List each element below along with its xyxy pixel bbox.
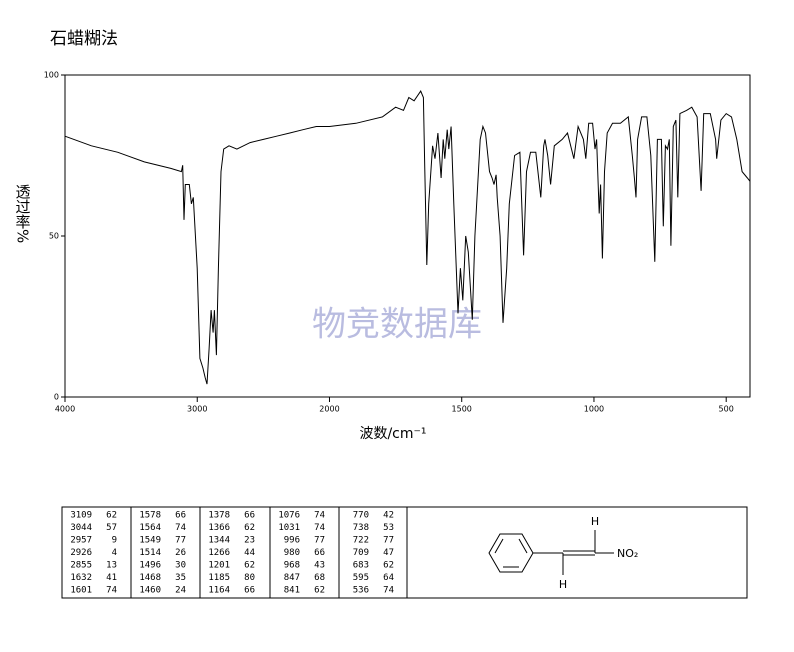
peak-transmittance: 80 xyxy=(244,573,255,583)
peak-wavenumber: 1460 xyxy=(139,586,161,596)
peak-transmittance: 77 xyxy=(314,536,325,546)
peak-wavenumber: 1514 xyxy=(139,548,161,558)
peak-wavenumber: 1185 xyxy=(208,573,230,583)
peak-wavenumber: 595 xyxy=(353,573,369,583)
peak-transmittance: 47 xyxy=(383,548,394,558)
peak-wavenumber: 968 xyxy=(284,561,300,571)
y-axis-label: 透过率% xyxy=(14,184,32,243)
peak-wavenumber: 1201 xyxy=(208,561,230,571)
peak-wavenumber: 1468 xyxy=(139,573,161,583)
peak-wavenumber: 1266 xyxy=(208,548,230,558)
peak-transmittance: 13 xyxy=(106,561,117,571)
peak-transmittance: 57 xyxy=(106,523,117,533)
peak-wavenumber: 1344 xyxy=(208,536,230,546)
y-tick-label: 50 xyxy=(49,232,59,241)
peak-transmittance: 24 xyxy=(175,586,186,596)
peak-transmittance: 53 xyxy=(383,523,394,533)
peak-transmittance: 62 xyxy=(244,523,255,533)
x-tick-label: 4000 xyxy=(55,405,75,414)
peak-transmittance: 44 xyxy=(244,548,255,558)
x-tick-label: 1500 xyxy=(452,405,472,414)
peak-transmittance: 42 xyxy=(383,511,394,521)
peak-transmittance: 77 xyxy=(383,536,394,546)
peak-transmittance: 62 xyxy=(106,511,117,521)
x-axis-label: 波数/cm⁻¹ xyxy=(359,426,426,442)
peak-transmittance: 74 xyxy=(383,586,394,596)
peak-transmittance: 74 xyxy=(314,511,325,521)
peak-transmittance: 74 xyxy=(175,523,186,533)
peak-wavenumber: 770 xyxy=(353,511,369,521)
peak-transmittance: 66 xyxy=(244,511,255,521)
x-tick-label: 3000 xyxy=(187,405,207,414)
peak-transmittance: 9 xyxy=(112,536,117,546)
peak-wavenumber: 1564 xyxy=(139,523,161,533)
watermark: 物竞数据库 xyxy=(312,305,482,345)
peak-transmittance: 4 xyxy=(112,548,117,558)
x-tick-label: 1000 xyxy=(584,405,604,414)
peak-wavenumber: 1378 xyxy=(208,511,230,521)
peak-wavenumber: 996 xyxy=(284,536,300,546)
peak-wavenumber: 1601 xyxy=(70,586,92,596)
peak-wavenumber: 1578 xyxy=(139,511,161,521)
atom-label: H xyxy=(559,578,567,591)
peak-wavenumber: 1366 xyxy=(208,523,230,533)
benzene-ring xyxy=(488,533,534,573)
peak-transmittance: 77 xyxy=(175,536,186,546)
peak-transmittance: 62 xyxy=(314,586,325,596)
peak-wavenumber: 1164 xyxy=(208,586,230,596)
peak-transmittance: 35 xyxy=(175,573,186,583)
peak-wavenumber: 709 xyxy=(353,548,369,558)
peak-wavenumber: 1076 xyxy=(278,511,300,521)
peak-wavenumber: 841 xyxy=(284,586,300,596)
x-tick-label: 2000 xyxy=(319,405,339,414)
peak-wavenumber: 683 xyxy=(353,561,369,571)
peak-transmittance: 64 xyxy=(383,573,394,583)
chart-title: 石蜡糊法 xyxy=(50,29,118,48)
peak-transmittance: 23 xyxy=(244,536,255,546)
peak-wavenumber: 1549 xyxy=(139,536,161,546)
atom-label: H xyxy=(591,515,599,528)
y-tick-label: 100 xyxy=(44,71,59,80)
peak-wavenumber: 1031 xyxy=(278,523,300,533)
peak-wavenumber: 980 xyxy=(284,548,300,558)
peak-wavenumber: 738 xyxy=(353,523,369,533)
spectrum-line xyxy=(64,90,751,385)
peak-wavenumber: 1632 xyxy=(70,573,92,583)
x-tick-label: 500 xyxy=(719,405,734,414)
structure xyxy=(488,530,614,575)
peak-transmittance: 26 xyxy=(175,548,186,558)
peak-wavenumber: 847 xyxy=(284,573,300,583)
peak-wavenumber: 1496 xyxy=(139,561,161,571)
peak-transmittance: 30 xyxy=(175,561,186,571)
peak-transmittance: 62 xyxy=(244,561,255,571)
peak-wavenumber: 536 xyxy=(353,586,369,596)
peak-transmittance: 41 xyxy=(106,573,117,583)
peak-transmittance: 66 xyxy=(175,511,186,521)
peak-wavenumber: 3109 xyxy=(70,511,92,521)
group-label: NO₂ xyxy=(617,547,638,560)
peak-transmittance: 62 xyxy=(383,561,394,571)
peak-wavenumber: 2957 xyxy=(70,536,92,546)
table-frame xyxy=(61,506,748,599)
peak-wavenumber: 2855 xyxy=(70,561,92,571)
peak-transmittance: 74 xyxy=(106,586,117,596)
peak-transmittance: 68 xyxy=(314,573,325,583)
peak-wavenumber: 2926 xyxy=(70,548,92,558)
peak-transmittance: 66 xyxy=(244,586,255,596)
peak-transmittance: 74 xyxy=(314,523,325,533)
y-tick-label: 0 xyxy=(54,393,59,402)
bond xyxy=(518,538,528,554)
bond xyxy=(494,538,504,554)
peak-wavenumber: 722 xyxy=(353,536,369,546)
peak-transmittance: 43 xyxy=(314,561,325,571)
peak-wavenumber: 3044 xyxy=(70,523,92,533)
peak-transmittance: 66 xyxy=(314,548,325,558)
